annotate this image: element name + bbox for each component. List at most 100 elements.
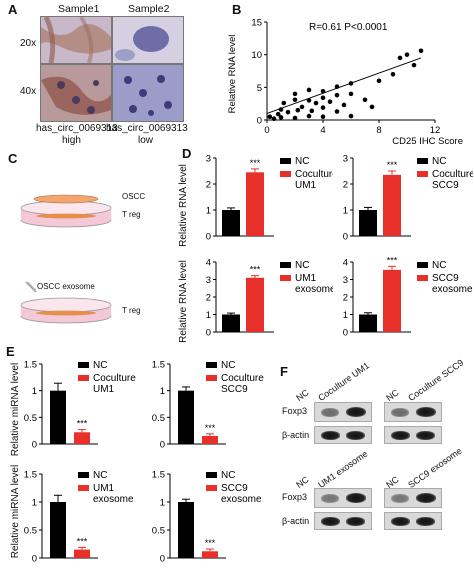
blot2-foxp3-band-nc	[391, 408, 409, 417]
y-tick-label: 15	[251, 18, 262, 29]
data-point	[348, 113, 354, 119]
blot2-actin-band-coculture	[416, 431, 435, 440]
data-point	[320, 114, 326, 120]
legend-label: exosome	[221, 494, 262, 505]
y-tick-label: 3	[343, 275, 348, 286]
y-tick-label: 10	[251, 50, 262, 61]
micrograph-sample1-20x	[40, 16, 112, 64]
col-label-sample2: Sample2	[128, 3, 170, 15]
legend-label: exosome	[295, 284, 333, 295]
data-point	[418, 48, 424, 54]
group-label-high-line2: high	[62, 135, 81, 146]
y-tick-label: 1	[160, 386, 165, 397]
data-point	[292, 115, 298, 121]
legend-label: NC	[432, 260, 446, 271]
blot2-foxp3-band-coculture	[416, 407, 436, 417]
legend-label: SCC9	[221, 384, 248, 395]
pipette-icon	[25, 281, 37, 293]
data-point	[320, 105, 326, 110]
bar-nc	[222, 314, 240, 332]
x-tick-label: 4	[320, 125, 325, 136]
legend-swatch-nc	[206, 362, 217, 368]
legend-label: UM1	[93, 483, 115, 494]
legend-label: NC	[295, 260, 309, 271]
y-tick-label: 1.5	[24, 360, 37, 371]
y-tick-label: 3	[343, 154, 348, 165]
bar-treatment	[383, 269, 401, 332]
panel-d-label: D	[182, 146, 192, 161]
group-label-high-line1: has_circ_0069313	[36, 123, 118, 134]
x-tick-label: 8	[376, 125, 381, 136]
legend-label: NC	[432, 156, 446, 167]
blot4-foxp3-band-nc	[391, 494, 409, 503]
significance-label: ***	[387, 160, 398, 170]
y-tick-label: 1	[206, 310, 211, 321]
panel-d-ylabel-top: Relative RNA level	[177, 164, 189, 247]
y-tick-label: 0	[343, 232, 348, 243]
legend-swatch-nc	[206, 472, 217, 478]
data-point	[267, 114, 273, 120]
blot3-lane-um1-exosome: UM1 exosome	[316, 448, 370, 490]
legend-label: UM1	[295, 273, 317, 284]
micrograph-sample1-40x	[40, 64, 112, 122]
data-point	[369, 104, 375, 110]
y-tick-label: 0	[206, 232, 211, 243]
data-point	[334, 84, 340, 89]
blot2-actin-band-nc	[391, 431, 410, 440]
bar-nc	[50, 502, 66, 558]
dish-bottom-lower-label: T reg	[122, 306, 141, 315]
legend-swatch-nc	[78, 472, 89, 478]
y-tick-label: 2	[343, 293, 348, 304]
data-point	[320, 88, 326, 94]
y-tick-label: 1.5	[24, 470, 37, 481]
blot2-lane-coculture-scc9: Coculture SCC9	[406, 357, 466, 403]
y-tick-label: 1	[343, 310, 348, 321]
y-tick-label: 2	[343, 180, 348, 191]
y-tick-label: 1.5	[152, 470, 165, 481]
bar-nc	[359, 210, 377, 236]
group-label-low-line2: low	[138, 135, 154, 146]
legend-swatch-treatment	[417, 275, 428, 281]
panel-a-label: A	[8, 2, 18, 17]
legend-label: Coculture	[221, 373, 264, 384]
data-point	[295, 107, 301, 113]
y-tick-label: 0.5	[152, 413, 165, 424]
y-tick-label: 0	[206, 328, 211, 339]
blot1-actin-band-coculture	[346, 431, 365, 440]
blot3-actin-membrane	[314, 512, 372, 530]
data-point	[334, 92, 340, 98]
bar-treatment	[74, 549, 90, 558]
culture-dish-top	[20, 194, 112, 228]
data-point	[292, 97, 298, 103]
y-tick-label: 0	[257, 116, 262, 127]
panel-e-label: E	[6, 344, 15, 359]
legend-swatch-nc	[417, 158, 428, 164]
blot2-lane-nc: NC	[384, 387, 401, 403]
data-point	[376, 78, 382, 84]
data-point	[306, 98, 312, 103]
y-tick-label: 0.5	[152, 526, 165, 537]
data-point	[320, 95, 326, 101]
bar-treatment	[202, 551, 218, 558]
group-label-low-line1: has_circ_0069313	[106, 123, 188, 134]
data-point	[362, 97, 368, 103]
blot1-foxp3-band-nc	[321, 408, 339, 417]
col-label-sample1: Sample1	[58, 3, 100, 15]
blot4-foxp3-band-exosome	[416, 493, 436, 503]
blot1-foxp3-band-coculture	[346, 407, 366, 417]
blot2-actin-membrane	[384, 426, 442, 444]
legend-label: NC	[221, 360, 235, 371]
y-axis-label: Relative RNA level	[227, 35, 238, 114]
y-tick-label: 0	[32, 554, 37, 565]
y-tick-label: 1	[160, 498, 165, 509]
y-tick-label: 0.5	[24, 526, 37, 537]
data-point	[327, 99, 333, 105]
blot2-foxp3-membrane	[384, 402, 442, 422]
legend-label: NC	[93, 470, 107, 481]
dish-top-upper-label: OSCC	[122, 192, 146, 201]
